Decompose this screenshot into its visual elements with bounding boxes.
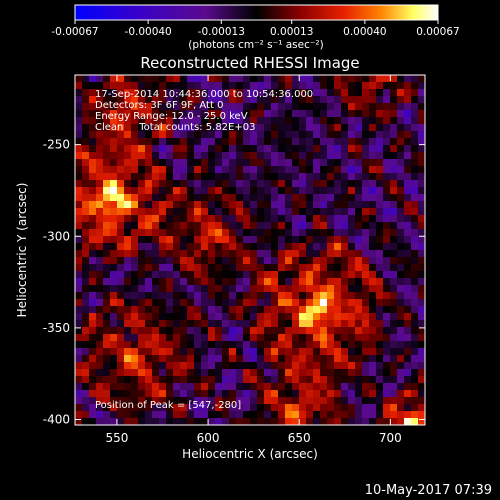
x-tick-label: 650	[288, 431, 311, 445]
y-tick-label: -400	[43, 413, 70, 427]
colorbar-tick-label: 0.00013	[270, 26, 313, 38]
heatmap-image	[75, 75, 425, 425]
x-axis-label: Heliocentric X (arcsec)	[182, 447, 318, 461]
y-tick-label: -350	[43, 321, 70, 335]
colorbar-tick-label: 0.00040	[343, 26, 386, 38]
annotation-time-range: 17-Sep-2014 10:44:36.000 to 10:54:36.000	[95, 89, 313, 100]
x-tick-label: 700	[379, 431, 402, 445]
colorbar-tick-label: -0.00040	[125, 26, 172, 38]
footer-date: 10-May-2017 07:39	[365, 483, 492, 498]
annotation-detectors: Detectors: 3F 6F 9F, Att 0	[95, 100, 223, 111]
annotation-peak-position: Position of Peak = [547,-280]	[95, 400, 241, 411]
plot-frame	[74, 74, 426, 426]
annotation-energy-range: Energy Range: 12.0 - 25.0 keV	[95, 111, 248, 122]
y-axis-ticks: -250 -300 -350 -400	[43, 138, 425, 427]
y-tick-label: -250	[43, 138, 70, 152]
colorbar-ticks: -0.00067 -0.00040 -0.00013 0.00013 0.00040 0.…	[51, 20, 460, 38]
y-tick-label: -300	[43, 229, 70, 243]
x-axis-ticks: 550 600 650 700	[105, 75, 402, 445]
colorbar	[74, 4, 439, 21]
x-tick-label: 600	[197, 431, 220, 445]
x-tick-label: 550	[105, 431, 128, 445]
annotation-total-counts: Clean Total counts: 5.82E+03	[95, 122, 255, 133]
colorbar-tick-label: 0.00067	[416, 26, 459, 38]
colorbar-tick-label: -0.00013	[198, 26, 245, 38]
y-axis-label: Heliocentric Y (arcsec)	[15, 183, 29, 318]
chart-title: Reconstructed RHESSI Image	[140, 54, 359, 72]
colorbar-tick-label: -0.00067	[51, 26, 98, 38]
colorbar-unit-label: (photons cm⁻² s⁻¹ asec⁻²)	[188, 39, 323, 51]
